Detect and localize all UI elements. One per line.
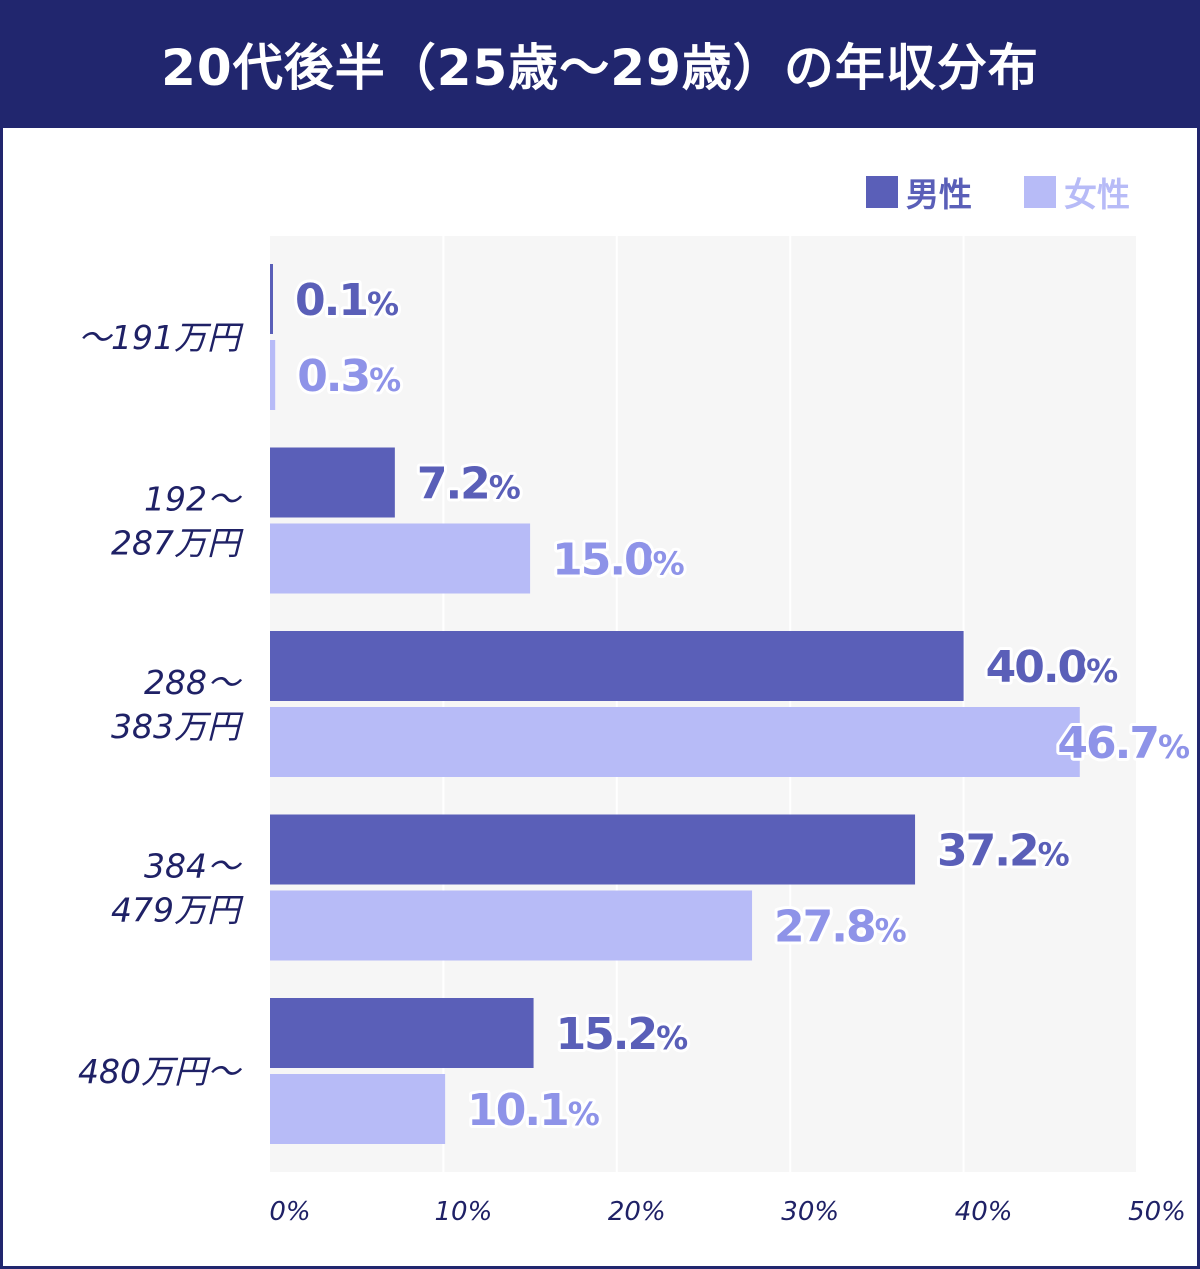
bar-female — [270, 523, 531, 594]
value-suffix: % — [367, 285, 399, 323]
legend-swatch-female — [1024, 176, 1056, 208]
category-label: 479万円 — [111, 891, 244, 930]
value-suffix: % — [1158, 728, 1190, 766]
value-label: 15.2% — [556, 1009, 689, 1060]
bar-male — [270, 814, 916, 885]
value-suffix: % — [1086, 652, 1118, 690]
legend-label-female: 女性 — [1064, 175, 1130, 214]
x-tick-label: 30% — [781, 1197, 839, 1227]
legend-item-male: 男性 — [866, 168, 972, 216]
legend: 男性 女性 — [866, 168, 1130, 216]
legend-label-male: 男性 — [906, 175, 972, 214]
bar-male — [270, 631, 964, 701]
value-suffix: % — [656, 1019, 688, 1057]
value-number: 15.0 — [552, 535, 653, 586]
value-suffix: % — [653, 545, 685, 583]
value-label: 15.0% — [552, 535, 685, 586]
x-tick-label: 40% — [955, 1197, 1013, 1227]
value-number: 37.2 — [937, 826, 1038, 877]
value-label: 40.0% — [986, 642, 1119, 693]
category-label: 192〜 — [144, 480, 243, 519]
category-label: 〜191万円 — [78, 318, 244, 357]
x-tick-label: 20% — [608, 1197, 666, 1227]
value-number: 46.7 — [1057, 718, 1158, 769]
value-number: 0.1 — [295, 275, 367, 326]
value-label: 0.1% — [295, 275, 399, 326]
value-suffix: % — [568, 1095, 600, 1133]
value-label: 37.2% — [937, 826, 1070, 877]
value-number: 7.2 — [417, 459, 489, 510]
value-suffix: % — [875, 912, 907, 950]
value-number: 10.1 — [467, 1085, 568, 1136]
bar-male — [270, 447, 395, 518]
category-label: 383万円 — [111, 707, 244, 746]
bar-female — [270, 340, 276, 410]
legend-item-female: 女性 — [1024, 168, 1130, 216]
bar-male — [270, 998, 534, 1068]
value-number: 27.8 — [774, 902, 875, 953]
value-number: 15.2 — [556, 1009, 657, 1060]
bar-female — [270, 707, 1080, 777]
title-bar: 20代後半（25歳〜29歳）の年収分布 — [0, 0, 1200, 128]
value-number: 40.0 — [986, 642, 1087, 693]
x-tick-label: 0% — [269, 1197, 310, 1227]
value-label: 10.1% — [467, 1085, 600, 1136]
bar-male — [270, 264, 273, 334]
chart-title: 20代後半（25歳〜29歳）の年収分布 — [161, 39, 1039, 97]
category-label: 384〜 — [144, 847, 243, 886]
x-tick-label: 10% — [435, 1197, 493, 1227]
value-suffix: % — [369, 361, 401, 399]
value-label: 27.8% — [774, 902, 907, 953]
bar-female — [270, 1074, 446, 1144]
value-suffix: % — [1038, 836, 1070, 874]
value-label: 0.3% — [297, 351, 401, 402]
value-suffix: % — [489, 469, 521, 507]
x-tick-label: 50% — [1128, 1197, 1186, 1227]
category-label: 288〜 — [144, 663, 243, 702]
value-number: 0.3 — [297, 351, 369, 402]
bar-female — [270, 890, 753, 961]
value-label: 7.2% — [417, 459, 521, 510]
category-label: 480万円〜 — [78, 1052, 243, 1091]
legend-swatch-male — [866, 176, 898, 208]
value-label: 46.7% — [1057, 718, 1190, 769]
category-label: 287万円 — [111, 524, 244, 563]
